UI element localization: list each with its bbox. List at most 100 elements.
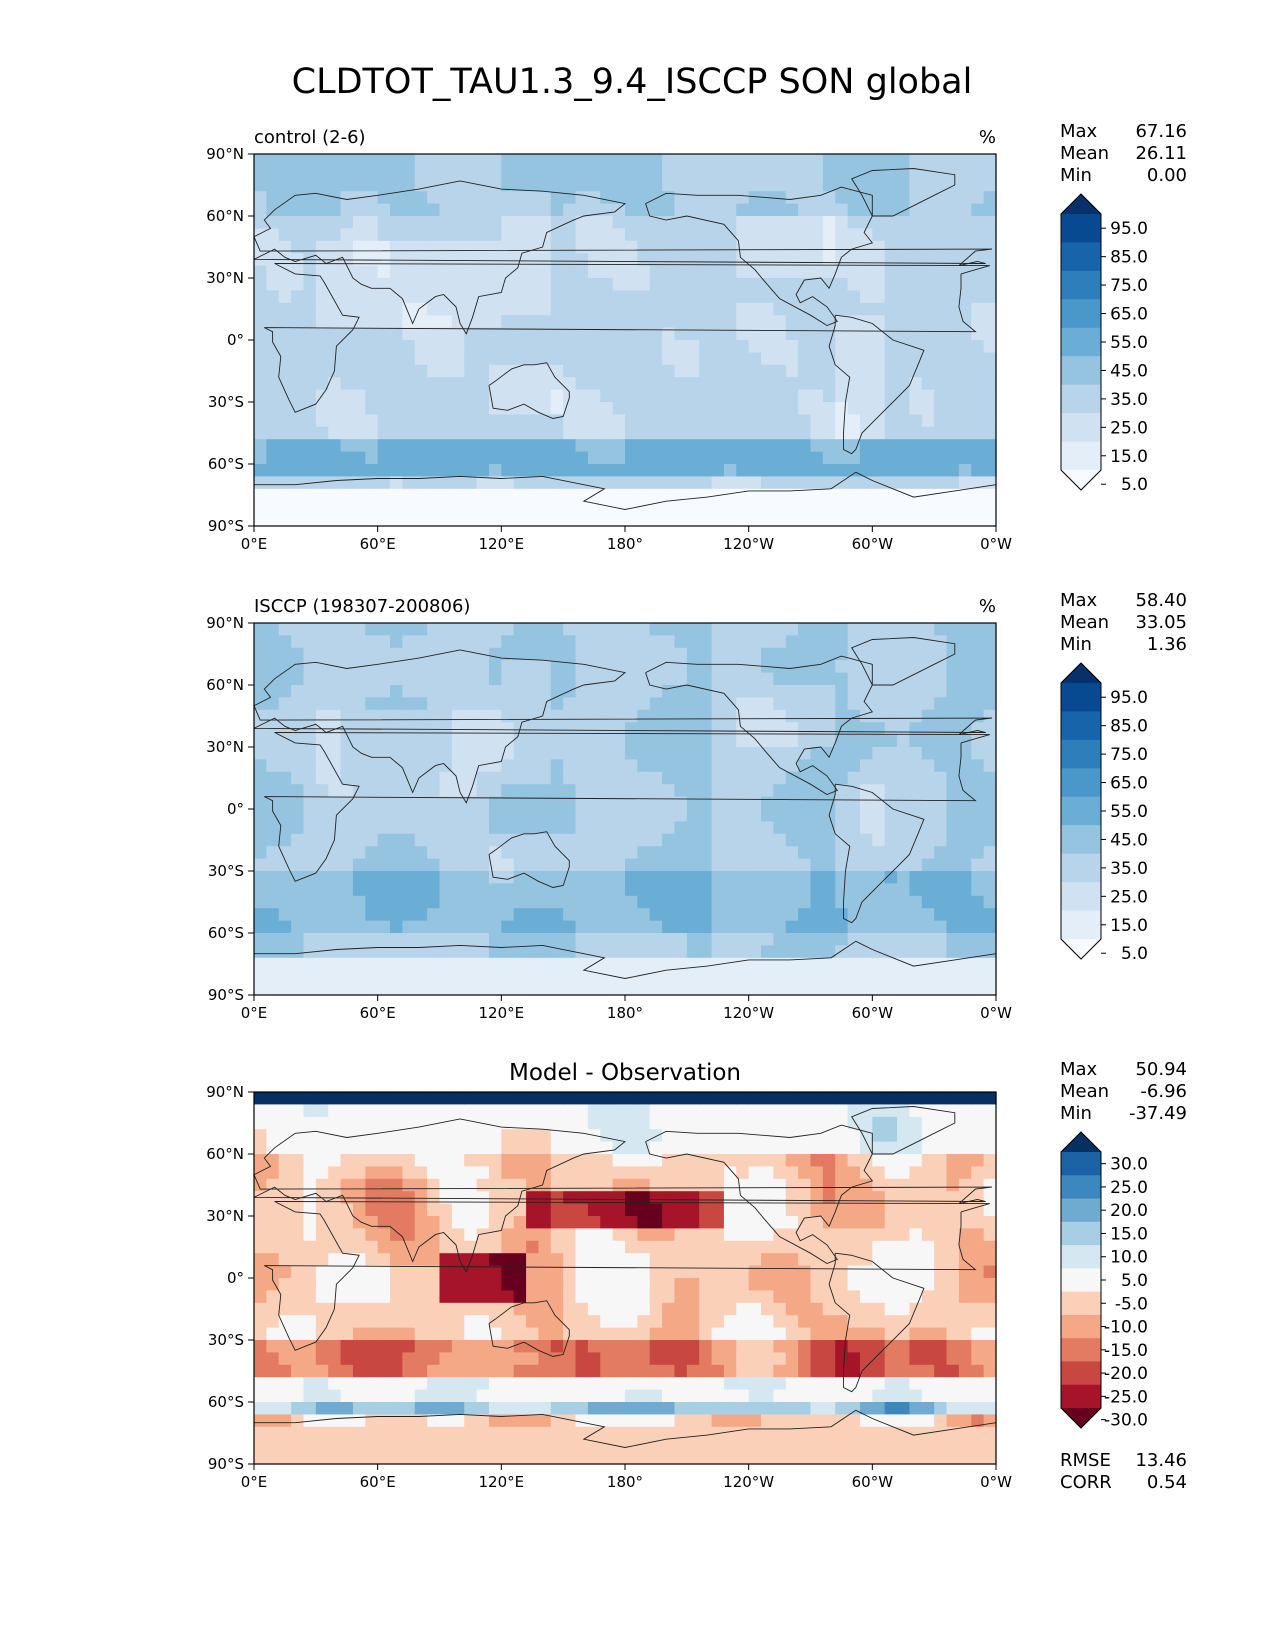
heatmap-cell bbox=[303, 327, 317, 341]
heatmap-cell bbox=[587, 1178, 601, 1192]
heatmap-cell bbox=[427, 191, 441, 205]
heatmap-cell bbox=[563, 1154, 577, 1167]
heatmap-cell bbox=[513, 364, 527, 378]
heatmap-cell bbox=[946, 796, 960, 810]
heatmap-cell bbox=[711, 920, 725, 934]
heatmap-cell bbox=[723, 253, 737, 267]
heatmap-cell bbox=[674, 672, 688, 686]
heatmap-cell bbox=[464, 1352, 478, 1366]
heatmap-cell bbox=[278, 1364, 292, 1378]
heatmap-cell bbox=[377, 315, 391, 329]
heatmap-cell bbox=[711, 672, 725, 686]
heatmap-cell bbox=[897, 623, 911, 636]
heatmap-cell bbox=[723, 920, 737, 934]
heatmap-cell bbox=[414, 1240, 428, 1254]
heatmap-cell bbox=[563, 439, 577, 453]
heatmap-cell bbox=[798, 364, 812, 378]
heatmap-cell bbox=[352, 389, 366, 403]
heatmap-cell bbox=[587, 647, 601, 661]
heatmap-cell bbox=[785, 340, 799, 353]
heatmap-cell bbox=[390, 846, 403, 860]
heatmap-cell bbox=[835, 635, 849, 649]
coastline bbox=[645, 655, 874, 796]
heatmap-cell bbox=[254, 364, 267, 378]
heatmap-cell bbox=[254, 1327, 267, 1341]
heatmap-cell bbox=[971, 377, 985, 391]
heatmap-cell bbox=[600, 722, 614, 736]
heatmap-cell bbox=[538, 501, 552, 515]
heatmap-cell bbox=[649, 945, 663, 959]
heatmap-cell bbox=[575, 908, 589, 922]
heatmap-cell bbox=[946, 660, 960, 674]
heatmap-cell bbox=[662, 672, 676, 686]
heatmap-cell bbox=[538, 809, 552, 822]
heatmap-cell bbox=[550, 1278, 564, 1291]
heatmap-cell bbox=[328, 1364, 342, 1378]
heatmap-cell bbox=[513, 635, 527, 649]
y-tick-label: 90°S bbox=[208, 517, 244, 535]
heatmap-cell bbox=[575, 253, 589, 267]
heatmap-cell bbox=[958, 858, 972, 872]
heatmap-cell bbox=[736, 377, 750, 391]
heatmap-cell bbox=[921, 672, 935, 686]
heatmap-cell bbox=[464, 488, 478, 502]
heatmap-cell bbox=[278, 1302, 292, 1316]
heatmap-cell bbox=[328, 784, 342, 798]
heatmap-cell bbox=[439, 635, 453, 649]
heatmap-cell bbox=[699, 1414, 713, 1428]
heatmap-cell bbox=[488, 734, 502, 748]
heatmap-cell bbox=[859, 278, 873, 291]
heatmap-cell bbox=[822, 178, 836, 192]
heatmap-cell bbox=[365, 1104, 379, 1118]
heatmap-cell bbox=[501, 1129, 515, 1143]
heatmap-cell bbox=[488, 278, 502, 291]
heatmap-cell bbox=[328, 933, 342, 946]
heatmap-cell bbox=[983, 166, 997, 180]
heatmap-cell bbox=[612, 709, 626, 723]
heatmap-cell bbox=[464, 846, 478, 860]
heatmap-cell bbox=[649, 451, 663, 465]
heatmap-cell bbox=[365, 290, 379, 304]
heatmap-cell bbox=[983, 647, 997, 661]
heatmap-cell bbox=[612, 426, 626, 440]
heatmap-cell bbox=[266, 1141, 280, 1155]
heatmap-cell bbox=[723, 1290, 737, 1304]
heatmap-cell bbox=[983, 697, 997, 711]
heatmap-cell bbox=[748, 1265, 762, 1279]
heatmap-cell bbox=[365, 920, 379, 934]
heatmap-cell bbox=[575, 970, 589, 984]
heatmap-cell bbox=[254, 709, 267, 723]
heatmap-cell bbox=[427, 1377, 441, 1391]
heatmap-cell bbox=[625, 982, 638, 996]
heatmap-cell bbox=[761, 327, 774, 341]
heatmap-cell bbox=[835, 747, 849, 760]
heatmap-cell bbox=[291, 1178, 305, 1192]
heatmap-cell bbox=[340, 154, 354, 167]
heatmap-cell bbox=[847, 685, 861, 698]
heatmap-cell bbox=[649, 228, 663, 242]
heatmap-cell bbox=[810, 858, 824, 872]
heatmap-cell bbox=[513, 647, 527, 661]
heatmap-cell bbox=[946, 858, 960, 872]
colorbar: 95.085.075.065.055.045.035.025.015.05.0 bbox=[1060, 662, 1148, 964]
heatmap-cell bbox=[526, 191, 540, 205]
y-tick-label: 60°N bbox=[206, 207, 244, 225]
heatmap-cell bbox=[550, 402, 564, 415]
heatmap-cell bbox=[291, 178, 305, 192]
heatmap-cell bbox=[526, 759, 540, 773]
heatmap-cell bbox=[513, 1178, 527, 1192]
heatmap-cell bbox=[921, 647, 935, 661]
heatmap-cell bbox=[427, 908, 441, 922]
heatmap-cell bbox=[414, 957, 428, 971]
heatmap-cell bbox=[773, 315, 787, 329]
heatmap-cell bbox=[352, 784, 366, 798]
heatmap-cell bbox=[723, 340, 737, 353]
heatmap-cell bbox=[427, 1116, 441, 1130]
heatmap-cell bbox=[748, 203, 762, 217]
heatmap-cell bbox=[723, 426, 737, 440]
heatmap-cell bbox=[971, 697, 985, 711]
heatmap-cell bbox=[501, 796, 515, 810]
heatmap-cell bbox=[798, 290, 812, 304]
heatmap-cell bbox=[513, 228, 527, 242]
heatmap-cell bbox=[414, 809, 428, 822]
